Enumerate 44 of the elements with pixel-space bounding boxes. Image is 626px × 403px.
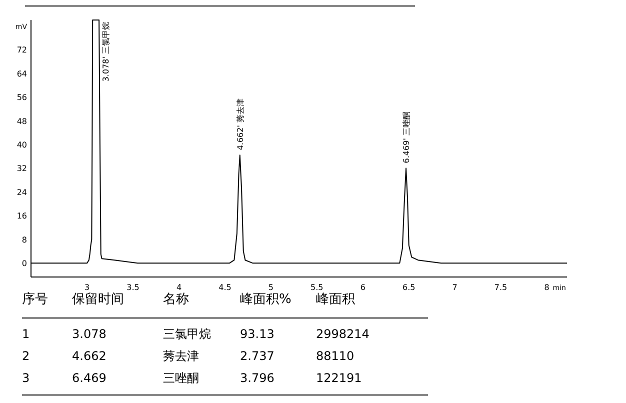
text: 三唑酮 [163, 371, 199, 385]
text: 序号 [22, 291, 48, 307]
text: 1 [22, 327, 30, 341]
text: 88110 [316, 349, 354, 363]
text: 3 [22, 371, 30, 385]
x-tick-label: 5.5 [310, 283, 324, 292]
y-tick-label: 48 [16, 116, 27, 126]
y-tick-label: 8 [22, 235, 27, 244]
text: 6.469 [72, 371, 106, 385]
x-tick-label: 4.5 [218, 283, 232, 292]
y-tick-label: 72 [16, 46, 27, 55]
x-tick-label: 3 [84, 283, 90, 292]
x-tick-label: 4 [176, 283, 182, 292]
y-tick-label: 16 [16, 212, 27, 221]
text: 峰面积% [240, 292, 292, 307]
x-tick-label: 7 [452, 283, 458, 292]
text: 4.662 [72, 349, 106, 363]
annotation: 3.078' 三氯甲烷 [101, 22, 110, 82]
y-tick-label: 0 [22, 259, 27, 268]
text: 莠去津 [163, 349, 199, 363]
x-tick-label: 7.5 [494, 283, 508, 292]
y-tick-label: 64 [16, 69, 27, 78]
text: 3.078 [72, 327, 106, 341]
x-tick-label: 5 [268, 283, 274, 292]
x-tick-label: 6.5 [402, 283, 416, 292]
y-tick-label: 56 [16, 93, 27, 102]
text: 三氯甲烷 [163, 327, 211, 341]
text: 2.737 [240, 349, 274, 363]
y-tick-label: 24 [16, 188, 27, 197]
text: 名称 [163, 292, 189, 307]
x-tick-label: 3.5 [126, 283, 140, 292]
text: 2998214 [316, 327, 370, 341]
x-tick-label: 8 [544, 283, 550, 292]
text: 3.796 [240, 371, 274, 385]
y-tick-label: 32 [16, 164, 27, 174]
annotation: 4.662' 莠去津 [236, 98, 245, 150]
text: 保留时间 [72, 292, 124, 307]
text: 峰面积 [316, 292, 355, 307]
y-tick-label: 40 [16, 140, 27, 150]
text: 2 [22, 349, 30, 363]
annotation: 6.469' 三唑酮 [402, 112, 412, 164]
text: 93.13 [240, 327, 274, 341]
x-tick-label: 6 [360, 283, 366, 292]
text: 122191 [316, 371, 362, 385]
